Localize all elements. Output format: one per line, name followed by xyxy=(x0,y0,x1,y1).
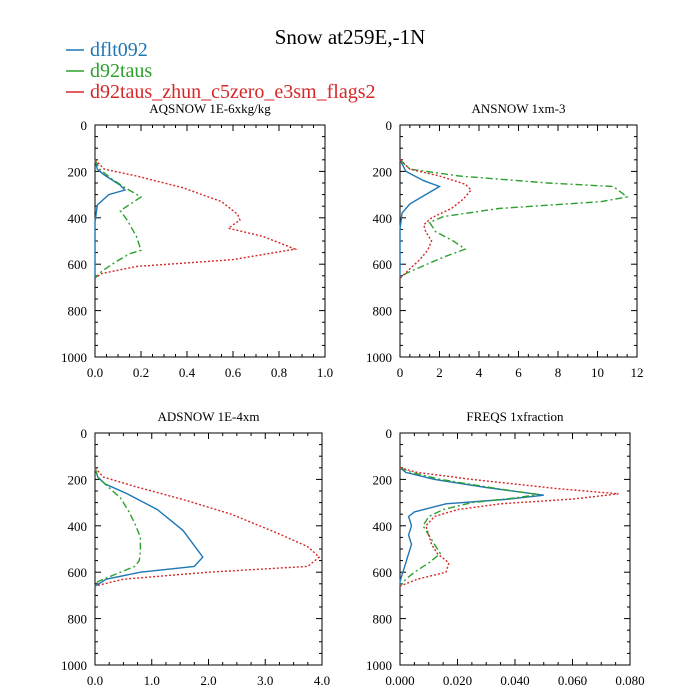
figure-title: Snow at259E,-1N xyxy=(275,25,426,49)
x-tick-label: 8 xyxy=(555,365,562,380)
series-line-dflt092 xyxy=(94,159,127,279)
y-tick-label: 600 xyxy=(373,257,393,272)
plot-frame xyxy=(94,124,326,358)
y-tick-label: 400 xyxy=(373,211,393,226)
legend: dflt092d92tausd92taus_zhun_c5zero_e3sm_f… xyxy=(66,39,375,103)
x-tick-label: 2.0 xyxy=(200,673,216,688)
y-tick-label: 0 xyxy=(81,426,88,441)
series-line-d92taus xyxy=(94,467,142,587)
y-tick-label: 1000 xyxy=(366,350,392,365)
x-tick-label: 0 xyxy=(397,365,404,380)
chart-panel: ANSNOW 1xm-3 0 200 400 600 800 1000 0 2 4 6 8 10 12 xyxy=(366,101,644,380)
y-tick-label: 800 xyxy=(373,304,393,319)
panel-title: FREQS 1xfraction xyxy=(466,409,564,424)
series-line-dflt092 xyxy=(399,467,544,587)
x-tick-label: 0.000 xyxy=(385,673,414,688)
x-tick-label: 10 xyxy=(591,365,604,380)
y-tick-label: 200 xyxy=(373,472,393,487)
y-tick-label: 200 xyxy=(373,164,393,179)
plot-frame xyxy=(94,432,323,666)
x-tick-label: 0.8 xyxy=(271,365,287,380)
legend-label: d92taus_zhun_c5zero_e3sm_flags2 xyxy=(90,81,375,103)
x-tick-label: 0.060 xyxy=(558,673,587,688)
series-line-d92taus xyxy=(399,467,539,587)
x-tick-label: 2 xyxy=(436,365,443,380)
series-line-d92taus xyxy=(94,159,143,279)
legend-label: dflt092 xyxy=(90,39,148,61)
y-tick-label: 600 xyxy=(68,257,88,272)
y-tick-label: 600 xyxy=(373,565,393,580)
y-tick-label: 800 xyxy=(373,612,393,627)
series-line-dflt092 xyxy=(399,159,442,279)
y-tick-label: 800 xyxy=(68,304,88,319)
series-line-d92taus_zhun_c5zero_e3sm_flags2 xyxy=(94,159,298,279)
x-tick-label: 1.0 xyxy=(317,365,333,380)
series-line-d92taus_zhun_c5zero_e3sm_flags2 xyxy=(399,159,473,279)
y-tick-label: 600 xyxy=(68,565,88,580)
y-tick-label: 1000 xyxy=(366,658,392,673)
y-tick-label: 200 xyxy=(68,472,88,487)
y-tick-label: 0 xyxy=(81,118,88,133)
y-tick-label: 0 xyxy=(386,118,393,133)
x-tick-label: 0.0 xyxy=(87,673,103,688)
plot-frame xyxy=(399,124,638,358)
y-tick-label: 0 xyxy=(386,426,393,441)
y-tick-label: 400 xyxy=(373,519,393,534)
x-tick-label: 0.2 xyxy=(133,365,149,380)
x-tick-label: 6 xyxy=(515,365,522,380)
x-tick-label: 0.6 xyxy=(225,365,242,380)
series-line-d92taus xyxy=(399,159,629,279)
series-line-dflt092 xyxy=(94,467,204,587)
y-tick-label: 1000 xyxy=(61,350,87,365)
panel-title: ANSNOW 1xm-3 xyxy=(471,101,565,116)
panel-title: AQSNOW 1E-6xkg/kg xyxy=(149,101,271,116)
x-tick-label: 4.0 xyxy=(314,673,330,688)
y-tick-label: 1000 xyxy=(61,658,87,673)
y-tick-label: 200 xyxy=(68,164,88,179)
y-tick-label: 400 xyxy=(68,211,88,226)
x-tick-label: 0.080 xyxy=(615,673,644,688)
x-tick-label: 0.0 xyxy=(87,365,103,380)
legend-label: d92taus xyxy=(90,60,152,82)
panel-title: ADSNOW 1E-4xm xyxy=(158,409,260,424)
series-line-d92taus_zhun_c5zero_e3sm_flags2 xyxy=(399,467,619,587)
series-line-d92taus_zhun_c5zero_e3sm_flags2 xyxy=(94,467,321,587)
plot-frame xyxy=(399,432,631,666)
x-tick-label: 0.020 xyxy=(443,673,472,688)
x-tick-label: 0.4 xyxy=(179,365,196,380)
x-tick-label: 4 xyxy=(476,365,483,380)
x-tick-label: 12 xyxy=(631,365,644,380)
y-tick-label: 400 xyxy=(68,519,88,534)
y-tick-label: 800 xyxy=(68,612,88,627)
x-tick-label: 0.040 xyxy=(500,673,529,688)
x-tick-label: 1.0 xyxy=(144,673,160,688)
x-tick-label: 3.0 xyxy=(257,673,273,688)
